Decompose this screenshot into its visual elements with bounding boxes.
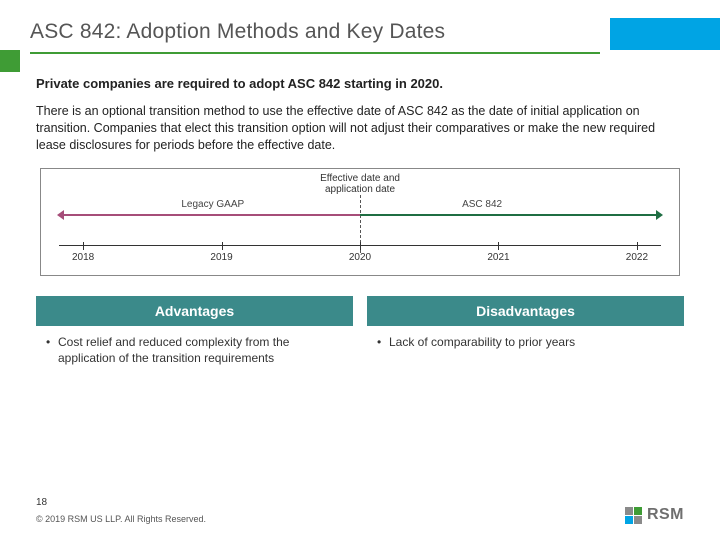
- timeline-year-label: 2021: [487, 252, 509, 263]
- timeline-tick: [360, 242, 361, 250]
- title-bar: ASC 842: Adoption Methods and Key Dates: [30, 20, 600, 54]
- timeline-tick: [498, 242, 499, 250]
- logo-sq-bl: [625, 516, 633, 524]
- advantages-item: Cost relief and reduced complexity from …: [46, 334, 349, 366]
- footer-left: 18 © 2019 RSM US LLP. All Rights Reserve…: [36, 497, 206, 524]
- timeline-arrow-right: [360, 214, 661, 216]
- accent-cyan-block: [610, 18, 720, 50]
- logo-sq-tr: [634, 507, 642, 515]
- advantages-header: Advantages: [36, 296, 353, 326]
- page-number: 18: [36, 497, 206, 508]
- disadvantages-header: Disadvantages: [367, 296, 684, 326]
- timeline-arrows: [59, 207, 661, 223]
- slide-footer: 18 © 2019 RSM US LLP. All Rights Reserve…: [36, 497, 684, 524]
- copyright-text: © 2019 RSM US LLP. All Rights Reserved.: [36, 514, 206, 524]
- timeline-tick: [83, 242, 84, 250]
- timeline-diagram: Effective date and application date Lega…: [40, 168, 680, 276]
- timeline-axis: 2018 2019 2020 2021 2022: [59, 245, 661, 269]
- rsm-logo: RSM: [625, 506, 684, 524]
- timeline-arrow-left: [59, 214, 360, 216]
- timeline-tick: [222, 242, 223, 250]
- timeline-year-label: 2018: [72, 252, 94, 263]
- content-area: Private companies are required to adopt …: [0, 66, 720, 382]
- disadvantages-column: Disadvantages Lack of comparability to p…: [367, 296, 684, 382]
- body-paragraph: There is an optional transition method t…: [36, 103, 684, 154]
- timeline-year-label: 2020: [349, 252, 371, 263]
- slide-title: ASC 842: Adoption Methods and Key Dates: [30, 20, 600, 44]
- slide-header: ASC 842: Adoption Methods and Key Dates: [0, 0, 720, 66]
- slide: { "title": "ASC 842: Adoption Methods an…: [0, 0, 720, 540]
- logo-text: RSM: [647, 506, 684, 524]
- timeline-center-label: Effective date and application date: [320, 173, 400, 195]
- logo-sq-br: [634, 516, 642, 524]
- timeline-year-label: 2019: [210, 252, 232, 263]
- logo-sq-tl: [625, 507, 633, 515]
- comparison-table: Advantages Cost relief and reduced compl…: [36, 296, 684, 382]
- advantages-column: Advantages Cost relief and reduced compl…: [36, 296, 353, 382]
- advantages-body: Cost relief and reduced complexity from …: [36, 326, 353, 382]
- logo-squares-icon: [625, 507, 642, 524]
- lead-text: Private companies are required to adopt …: [36, 76, 684, 91]
- timeline-year-label: 2022: [626, 252, 648, 263]
- disadvantages-body: Lack of comparability to prior years: [367, 326, 684, 382]
- timeline-center-label-line1: Effective date and: [320, 173, 400, 184]
- timeline-tick: [637, 242, 638, 250]
- disadvantages-item: Lack of comparability to prior years: [377, 334, 680, 350]
- accent-green-strip: [0, 50, 20, 72]
- timeline-center-label-line2: application date: [325, 184, 395, 195]
